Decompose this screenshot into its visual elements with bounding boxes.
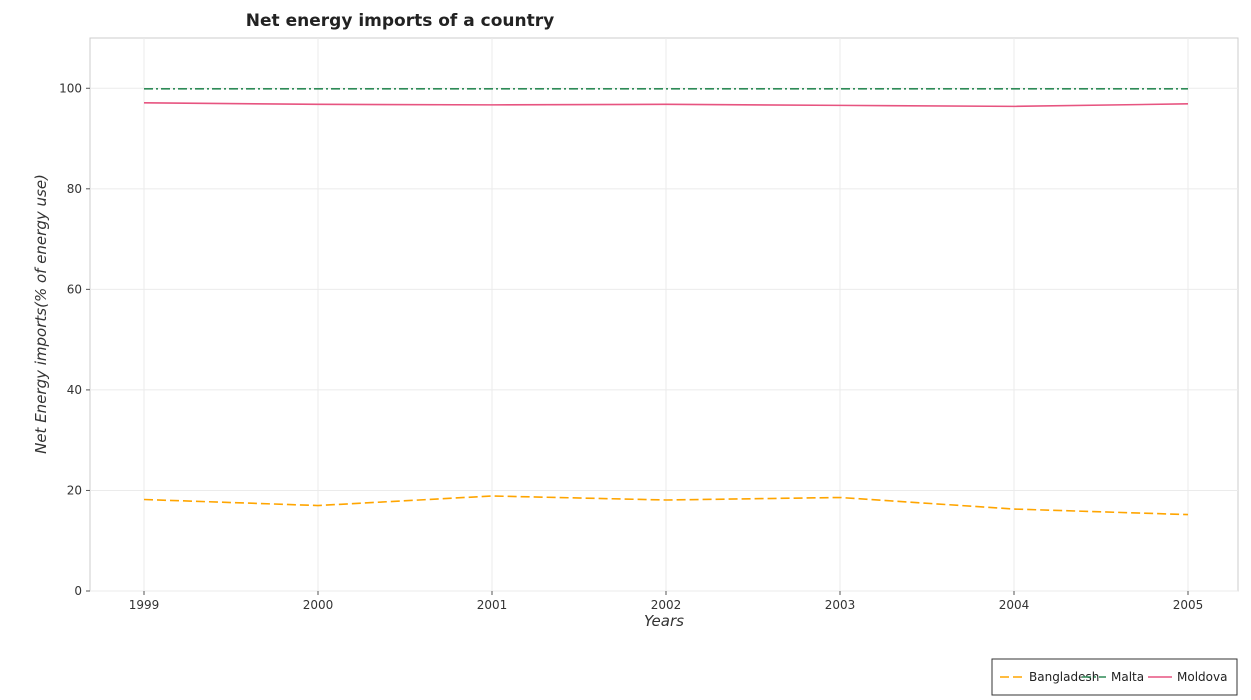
x-axis-label: Years bbox=[644, 612, 684, 630]
legend-label-moldova: Moldova bbox=[1177, 670, 1227, 684]
x-axis-ticks: 1999 2000 2001 2002 2003 2004 2005 bbox=[129, 591, 1204, 612]
legend: Bangladesh Malta Moldova bbox=[991, 658, 1238, 696]
x-tick-label: 2000 bbox=[303, 598, 334, 612]
y-axis-ticks: 0 20 40 60 80 100 bbox=[59, 81, 90, 598]
legend-label-malta: Malta bbox=[1111, 670, 1144, 684]
series-line-bangladesh bbox=[143, 495, 1189, 516]
chart-title: Net energy imports of a country bbox=[246, 11, 554, 31]
x-tick-label: 2004 bbox=[999, 598, 1030, 612]
y-tick-label: 100 bbox=[59, 81, 82, 95]
y-tick-label: 0 bbox=[74, 584, 82, 598]
plot-area bbox=[89, 37, 1239, 592]
y-tick-label: 40 bbox=[67, 383, 82, 397]
y-tick-label: 20 bbox=[67, 483, 82, 497]
x-tick-label: 2005 bbox=[1173, 598, 1204, 612]
legend-box bbox=[991, 658, 1238, 696]
x-tick-label: 2001 bbox=[477, 598, 508, 612]
y-axis-label: Net Energy imports(% of energy use) bbox=[32, 174, 50, 454]
x-tick-label: 2002 bbox=[651, 598, 682, 612]
y-tick-label: 60 bbox=[67, 282, 82, 296]
y-tick-label: 80 bbox=[67, 182, 82, 196]
series-lines bbox=[143, 87, 1189, 516]
legend-label-bangladesh: Bangladesh bbox=[1029, 670, 1099, 684]
x-tick-label: 2003 bbox=[825, 598, 856, 612]
x-tick-label: 1999 bbox=[129, 598, 160, 612]
series-line-moldova bbox=[143, 102, 1189, 108]
